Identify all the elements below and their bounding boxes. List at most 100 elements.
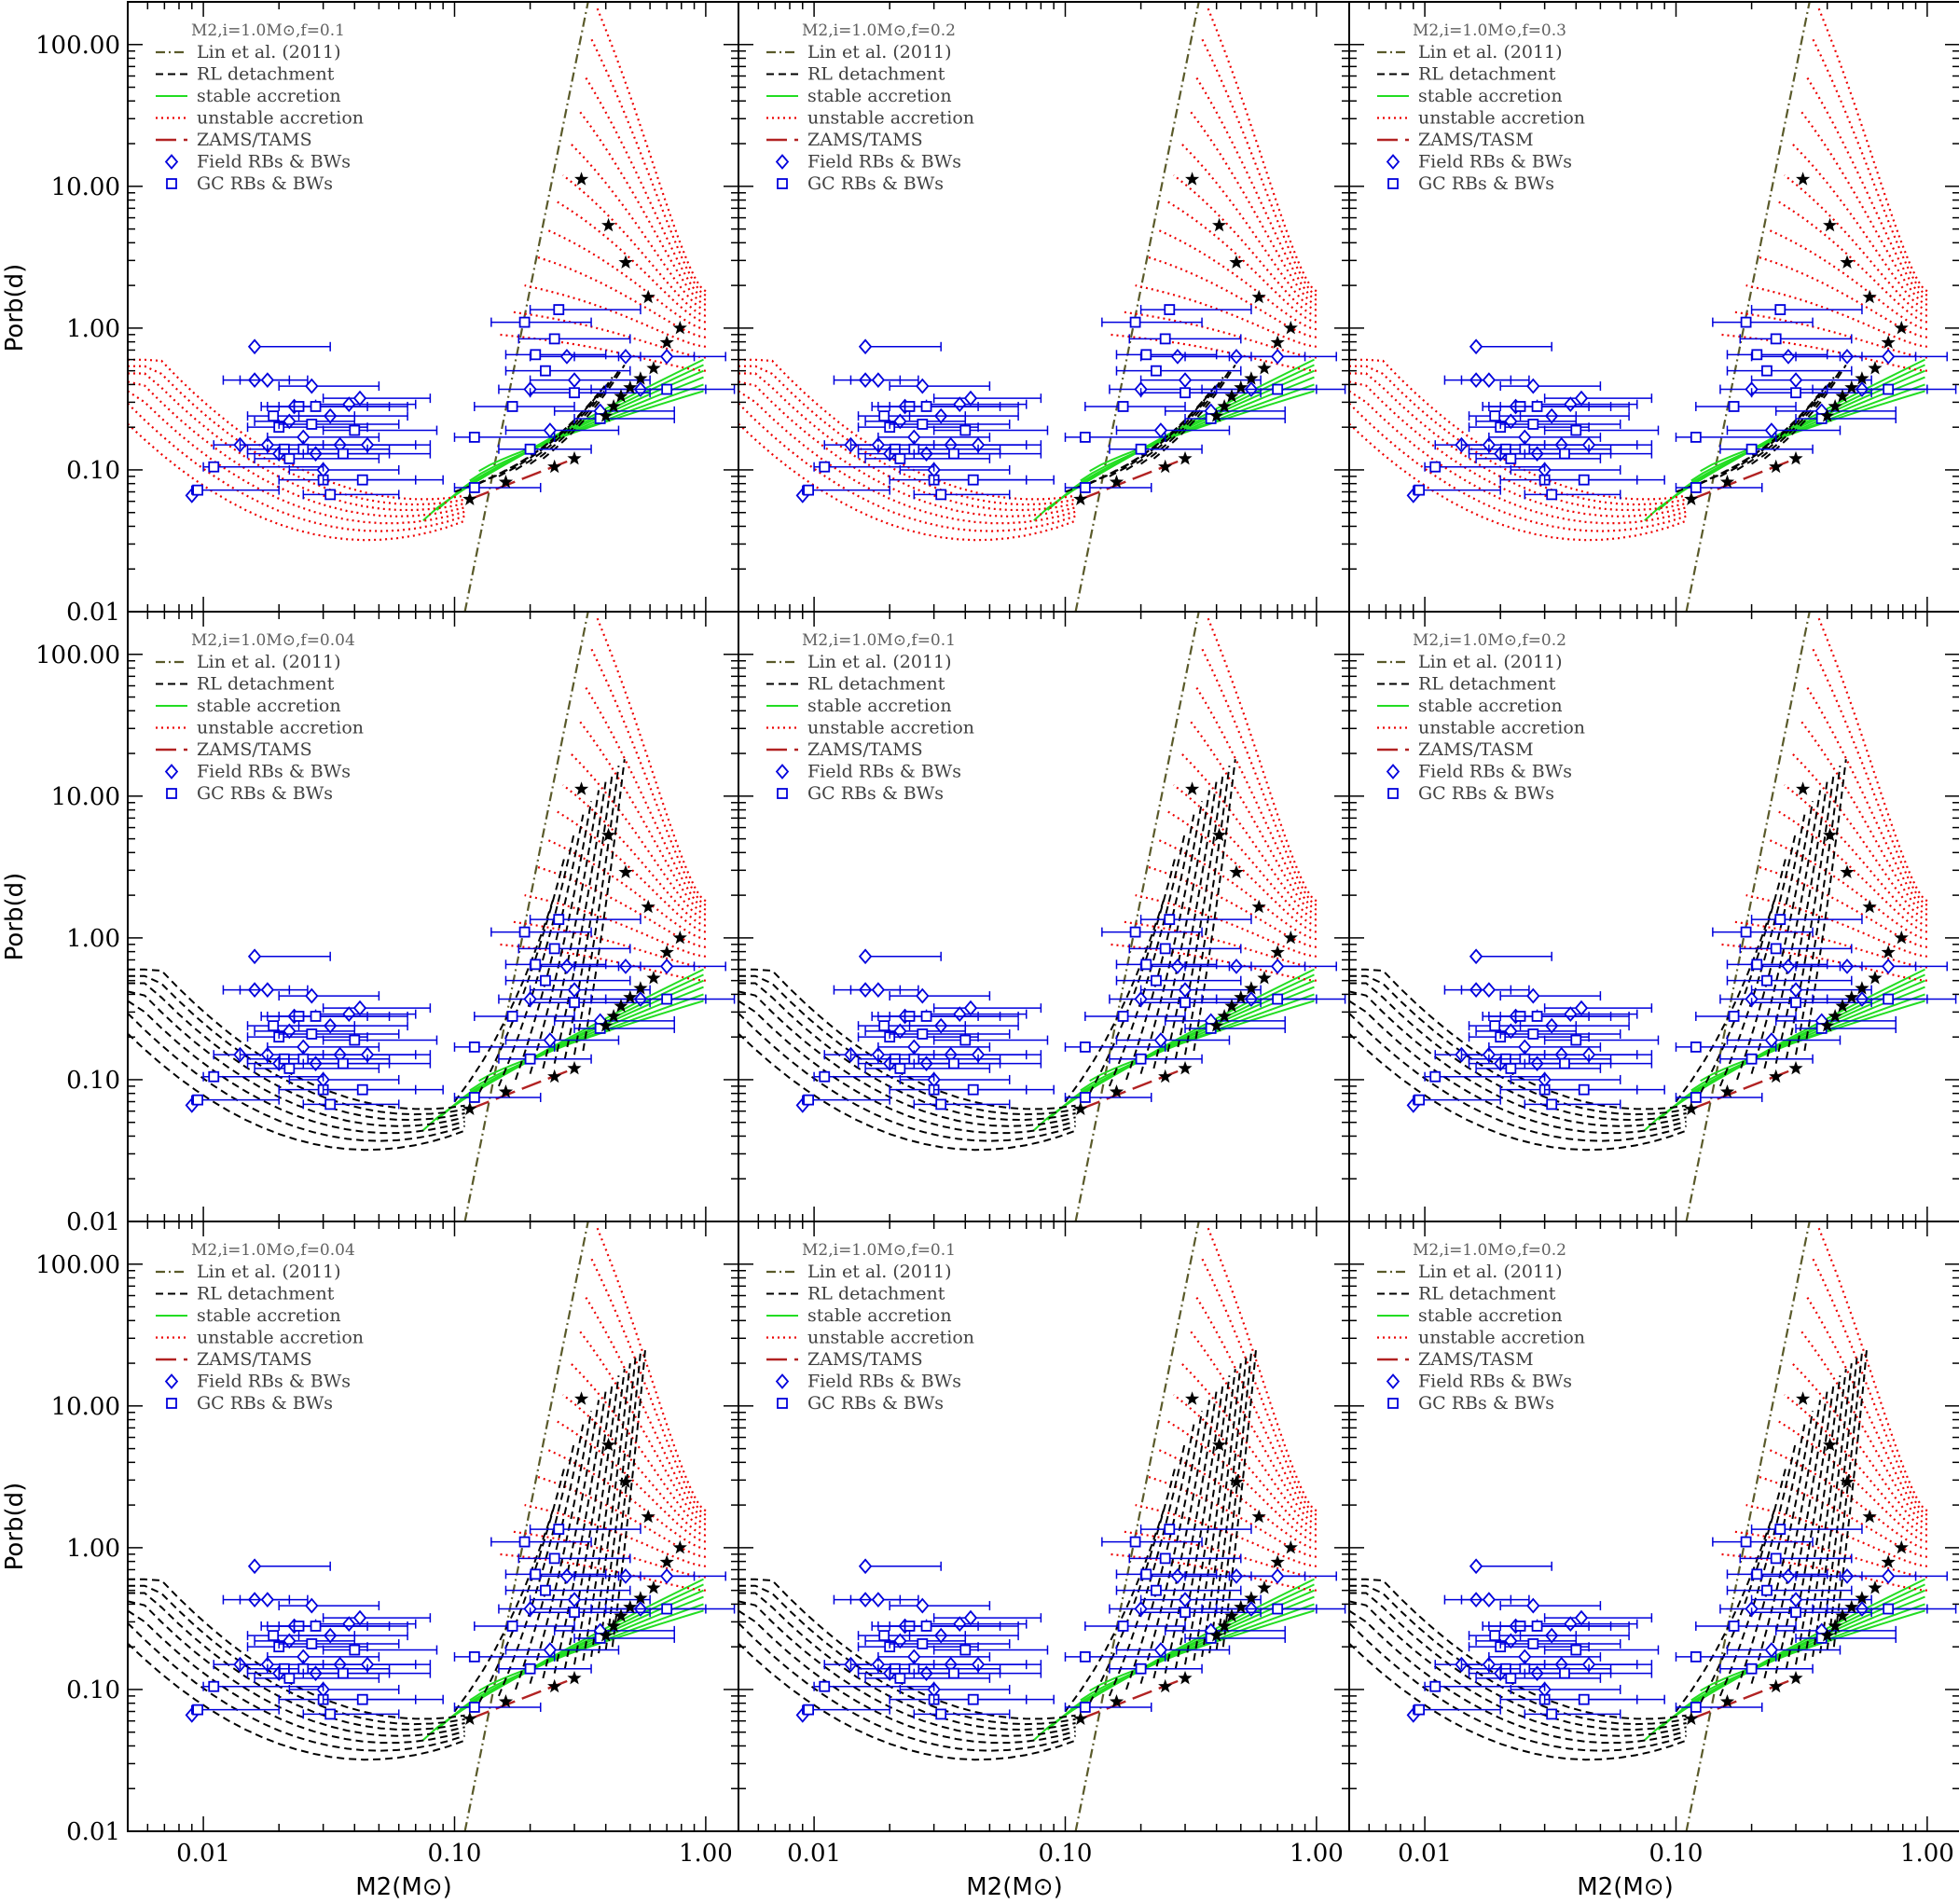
field-marker [342,396,356,413]
unstable-curve [596,7,707,293]
unstable-curve [1201,648,1317,906]
rl-detachment-track [1763,364,1847,460]
unstable-curve [1805,75,1928,301]
stable-curve [1080,1603,1315,1702]
legend-label: Field RBs & BWs [807,152,961,172]
low-mass-track [738,1000,1076,1135]
star-marker [1862,289,1877,304]
panel-7: 0.01 0.10 1.00 10.00 100.00 0.01 0.10 1.00 M2,i=… [35,1221,739,1868]
stable-curve [1080,383,1315,482]
gc-marker [1546,1098,1558,1111]
legend-swatch [1387,788,1399,799]
field-marker [342,1006,356,1023]
field-marker [247,338,262,355]
field-marker [342,1616,356,1633]
stable-curve [1690,1603,1925,1702]
gc-marker [356,1083,368,1096]
field-marker [916,987,930,1004]
field-marker [893,1633,907,1649]
legend-label: GC RBs & BWs [807,783,944,804]
unstable-curve [1817,1227,1928,1512]
star-marker [1257,361,1272,375]
star-marker [672,1539,687,1554]
star-marker [633,1591,648,1605]
gc-marker [1414,484,1425,496]
gc-marker [1578,474,1590,486]
low-mass-track [738,390,1076,525]
gc-marker [1546,489,1558,501]
star-marker [1844,1599,1859,1614]
unstable-curve [584,1294,707,1521]
field-marker [871,1592,886,1608]
legend-label: ZAMS/TASM [1418,130,1534,150]
field-marker [247,1558,262,1575]
y-tick-label: 0.10 [66,1676,120,1704]
gc-marker [948,1057,959,1069]
unstable-curve [1791,143,1928,311]
legend-label: Field RBs & BWs [807,1372,961,1392]
unstable-curve [1123,310,1317,359]
field-marker [871,372,886,389]
rl-detachment-track [573,1375,620,1665]
x-axis-title-3: M2(M⊙) [1577,1873,1673,1901]
field-marker [559,349,574,365]
panel-3: M2,i=1.0M⊙,f=0.3 Lin et al. (2011)RL deta… [1348,1,1959,613]
gc-marker [878,1020,890,1032]
field-marker [1482,982,1497,999]
rl-detachment-track [1718,831,1797,1087]
gc-marker [1761,365,1773,377]
field-marker [1781,959,1796,974]
field-marker [1881,1568,1896,1584]
star-marker [1862,899,1877,914]
low-mass-track [1349,1578,1687,1720]
star-marker [623,1599,638,1614]
field-marker [963,390,978,407]
gc-marker [1140,349,1152,361]
gc-marker [1414,1094,1425,1106]
rl-detachment-track [1208,1358,1248,1654]
gc-marker [283,1063,296,1074]
stable-curve [1690,993,1925,1092]
field-marker [559,959,574,974]
x-tick-label: 1.00 [1290,1840,1344,1868]
legend-label: unstable accretion [1418,718,1585,738]
gc-marker [1728,1621,1740,1632]
panel-title: M2,i=1.0M⊙,f=0.1 [802,1241,956,1260]
low-mass-track [1349,1592,1687,1732]
field-marker [1482,1592,1497,1608]
gc-marker [349,424,361,436]
unstable-curve [584,684,707,911]
rl-detachment-track [1139,1411,1204,1684]
field-marker [1881,959,1896,974]
legend-label: RL detachment [197,64,335,85]
rl-detachment-track [604,1353,642,1650]
rl-detachment-track [1108,831,1186,1087]
gc-marker [878,1630,890,1642]
gc-marker [310,1011,322,1022]
star-marker [1828,1009,1842,1023]
gc-marker [1135,1663,1147,1675]
gc-marker [569,997,580,1009]
star-marker [614,389,628,403]
rl-detachment-track [1750,801,1814,1074]
gc-marker [506,401,518,412]
star-marker [1684,1711,1699,1725]
legend-label: Lin et al. (2011) [1418,42,1563,62]
gc-marker [530,959,542,971]
star-marker [567,450,582,465]
unstable-curve [1180,143,1317,311]
rl-detachment-track [573,766,620,1055]
gc-marker [935,1708,947,1720]
gc-marker [1079,1092,1091,1103]
panel-4: 0.01 0.10 1.00 10.00 100.00 M2,i=1.0M⊙,f=0.04… [35,611,739,1236]
gc-marker [468,482,480,493]
gc-marker [310,1621,322,1632]
star-marker [1185,781,1200,795]
y-tick-label: 100.00 [35,1251,120,1279]
gc-marker [1570,424,1582,436]
rl-detachment-track [1184,1375,1231,1665]
gc-marker [1790,387,1801,399]
rl-detachment-track [598,1358,637,1654]
gc-marker [1761,974,1773,986]
star-marker [618,255,633,269]
